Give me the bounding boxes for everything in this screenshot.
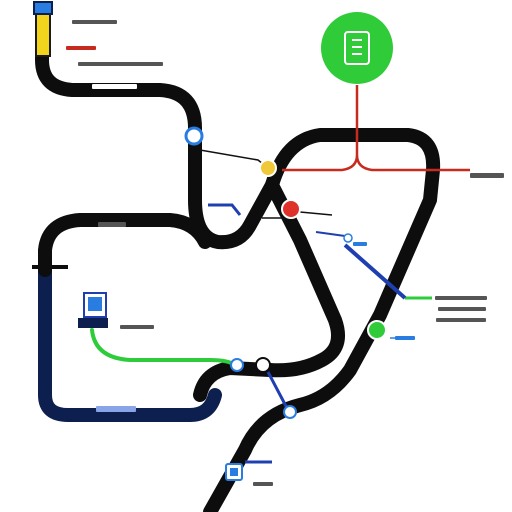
station-red[interactable] — [281, 199, 301, 219]
ticket-icon[interactable] — [225, 463, 243, 481]
blue-connector-5 — [315, 231, 346, 237]
station-small-white[interactable] — [343, 233, 353, 243]
monitor-icon[interactable] — [78, 292, 108, 328]
label-marks — [66, 20, 504, 486]
blue-connector-1 — [208, 203, 242, 216]
station-blue-upper[interactable] — [184, 126, 204, 146]
green-line — [90, 328, 237, 367]
red-line — [282, 85, 470, 172]
blue-connector-3 — [266, 371, 290, 411]
pointer-line-1 — [199, 149, 269, 169]
blue-connector-2 — [343, 243, 407, 300]
document-icon — [344, 31, 370, 65]
station-yellow[interactable] — [259, 159, 277, 177]
station-pole-icon — [33, 1, 53, 15]
pointer-line-3 — [299, 211, 333, 216]
terminal-yellow-block — [35, 11, 51, 57]
main-track-lower — [38, 178, 345, 402]
station-white-junction[interactable] — [255, 357, 271, 373]
station-green-right[interactable] — [367, 320, 387, 340]
main-track-upper — [35, 33, 441, 512]
navy-loop-track — [38, 261, 222, 422]
station-blue-lower[interactable] — [283, 405, 297, 419]
station-mid-lower[interactable] — [230, 358, 244, 372]
